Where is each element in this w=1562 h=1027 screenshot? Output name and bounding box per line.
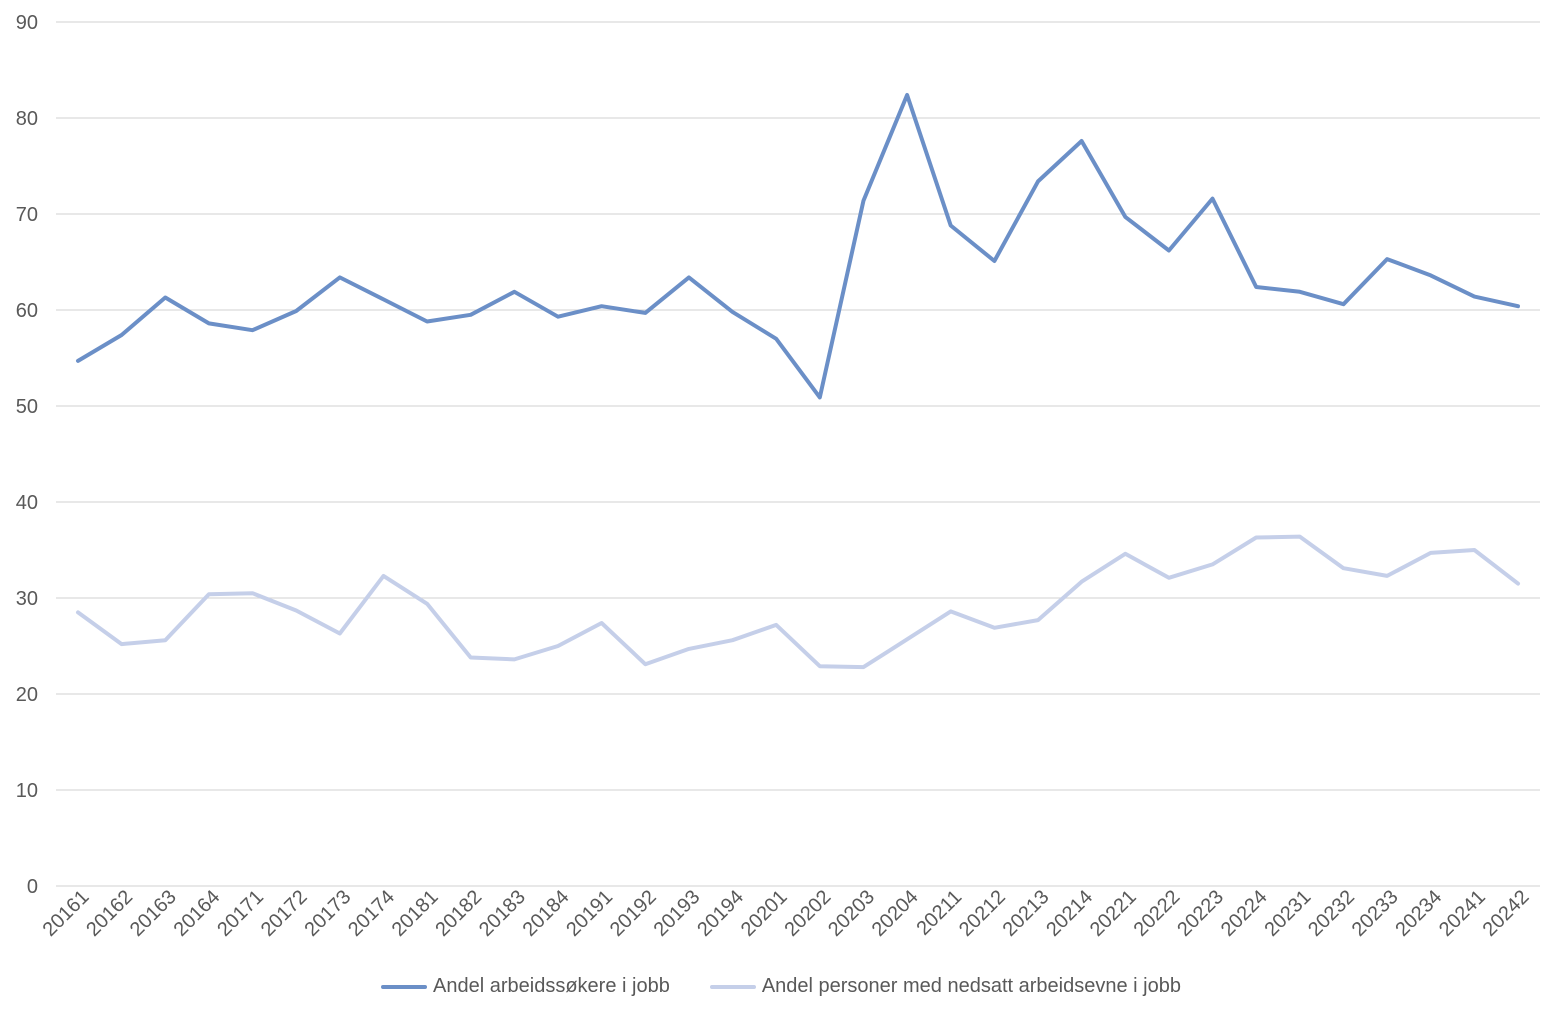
x-tick-label: 20192 (606, 886, 661, 941)
x-tick-label: 20201 (737, 886, 792, 941)
x-tick-label: 20162 (82, 886, 137, 941)
y-tick-label: 70 (16, 204, 38, 226)
legend-label-series-1: Andel arbeidssøkere i jobb (433, 975, 670, 997)
x-tick-label: 20171 (213, 886, 268, 941)
y-tick-label: 50 (16, 396, 38, 418)
x-tick-label: 20172 (257, 886, 312, 941)
x-tick-label: 20233 (1348, 886, 1403, 941)
legend: Andel arbeidssøkere i jobb Andel persone… (0, 975, 1562, 998)
legend-swatch-series-1 (381, 984, 428, 989)
x-tick-label: 20183 (475, 886, 530, 941)
x-axis-ticks: 2016120162201632016420171201722017320174… (39, 886, 1534, 941)
x-tick-label: 20164 (170, 886, 225, 941)
series-line-2 (76, 534, 1520, 670)
x-tick-label: 20242 (1479, 886, 1534, 941)
x-tick-label: 20212 (955, 886, 1010, 941)
x-tick-label: 20232 (1304, 886, 1359, 941)
x-tick-label: 20163 (126, 886, 181, 941)
y-tick-label: 60 (16, 300, 38, 322)
x-tick-label: 20173 (300, 886, 355, 941)
x-tick-label: 20241 (1435, 886, 1490, 941)
legend-swatch-series-2 (709, 984, 756, 989)
legend-item-series-2: Andel personer med nedsatt arbeidsevne i… (709, 975, 1181, 998)
x-tick-label: 20161 (39, 886, 94, 941)
y-tick-label: 20 (16, 684, 38, 706)
x-tick-label: 20214 (1042, 886, 1097, 941)
x-tick-label: 20184 (519, 886, 574, 941)
x-tick-label: 20174 (344, 886, 399, 941)
x-tick-label: 20234 (1391, 886, 1446, 941)
y-tick-label: 80 (16, 108, 38, 130)
x-tick-label: 20211 (912, 886, 966, 940)
x-tick-label: 20204 (868, 886, 923, 941)
x-tick-label: 20213 (999, 886, 1054, 941)
series-line-1 (76, 93, 1520, 400)
x-tick-label: 20223 (1173, 886, 1228, 941)
x-tick-label: 20224 (1217, 886, 1272, 941)
x-tick-label: 20221 (1086, 886, 1141, 941)
y-tick-label: 40 (16, 492, 38, 514)
x-tick-label: 20203 (824, 886, 879, 941)
y-tick-label: 90 (16, 12, 38, 34)
legend-label-series-2: Andel personer med nedsatt arbeidsevne i… (761, 975, 1181, 997)
y-tick-label: 0 (27, 876, 38, 898)
x-tick-label: 20191 (562, 886, 617, 941)
gridlines (56, 21, 1540, 887)
series-lines (76, 93, 1520, 670)
y-tick-label: 30 (16, 588, 38, 610)
x-tick-label: 20182 (431, 886, 486, 941)
x-tick-label: 20202 (780, 886, 835, 941)
x-tick-label: 20222 (1130, 886, 1185, 941)
legend-item-series-1: Andel arbeidssøkere i jobb (381, 975, 670, 998)
y-axis-ticks: 0 10 20 30 40 50 60 70 80 90 (16, 12, 38, 898)
x-tick-label: 20194 (693, 886, 748, 941)
x-tick-label: 20181 (388, 886, 443, 941)
y-tick-label: 10 (16, 780, 38, 802)
x-tick-label: 20231 (1260, 886, 1315, 941)
x-tick-label: 20193 (650, 886, 705, 941)
